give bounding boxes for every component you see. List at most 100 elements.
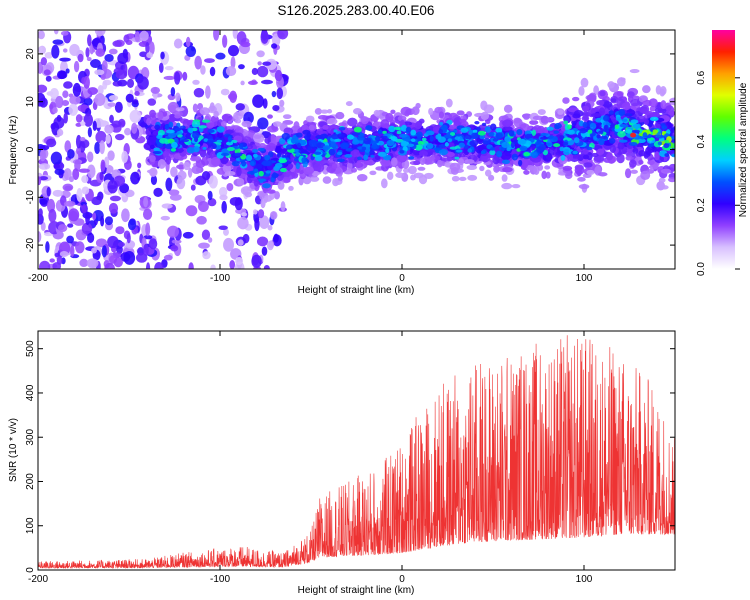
spectral-blob	[274, 69, 283, 82]
spectral-blob	[537, 109, 546, 115]
spectral-blob	[236, 178, 245, 186]
spectral-blob	[143, 235, 153, 240]
spectral-blob	[40, 57, 48, 66]
spectral-blob	[642, 132, 648, 138]
spectral-blob	[56, 114, 62, 122]
spectral-blob	[256, 236, 269, 247]
spectral-blob	[56, 256, 63, 265]
spectral-blob	[234, 118, 242, 124]
spectral-blob	[438, 128, 443, 134]
spectral-blob	[346, 134, 354, 140]
spectral-blob	[223, 228, 229, 236]
spectral-blob	[295, 152, 300, 157]
spectral-blob	[145, 222, 151, 237]
spectral-blob	[165, 177, 173, 192]
y-tick-label: 20	[25, 48, 36, 60]
spectral-blob	[464, 159, 475, 164]
spectral-blob	[72, 168, 80, 180]
spectral-blob	[62, 183, 74, 192]
spectral-blob	[523, 169, 530, 175]
spectral-blob	[124, 127, 132, 136]
spectral-blob	[67, 223, 74, 228]
spectral-blob	[577, 177, 586, 182]
spectral-blob	[620, 77, 626, 82]
colorbar-label: Normalized spectral amplitude	[738, 82, 749, 217]
spectral-blob	[234, 197, 243, 211]
spectral-blob	[642, 85, 651, 94]
spectral-blob	[579, 127, 587, 134]
spectral-blob	[408, 156, 415, 160]
spectral-blob	[86, 57, 92, 62]
spectral-blob	[410, 174, 416, 181]
spectral-blob	[38, 30, 45, 40]
snr-x-axis: -200 -100 0 100	[28, 331, 593, 585]
spectral-blob	[559, 146, 565, 152]
spectral-blob	[603, 115, 610, 122]
spectral-blob	[63, 112, 68, 124]
spectral-blob	[603, 124, 608, 131]
spectral-blob	[447, 151, 455, 158]
spectral-blob	[203, 138, 209, 142]
spectral-blob	[201, 119, 211, 123]
spectral-blob	[209, 142, 217, 150]
spectral-blob	[282, 114, 292, 120]
spectral-blob	[134, 91, 140, 96]
spectral-blob	[139, 30, 149, 42]
spectral-blob	[164, 123, 170, 130]
spectral-blob	[361, 146, 367, 151]
spectral-blob	[104, 262, 115, 269]
spectral-blob	[519, 145, 528, 151]
spectral-blob	[161, 203, 173, 209]
spectral-blob	[114, 101, 123, 113]
spectral-blob	[660, 185, 669, 190]
spectral-blob	[54, 252, 60, 258]
spectral-blob	[153, 187, 163, 198]
spectral-blob	[251, 254, 262, 268]
spectrogram-y-axis: 20 10 0 -10 -20	[25, 48, 675, 252]
spectral-blob	[108, 202, 119, 214]
spectral-blob	[242, 233, 250, 244]
spectral-blob	[227, 45, 240, 57]
spectral-blob	[449, 146, 458, 150]
spectral-blob	[294, 149, 299, 153]
spectral-blob	[208, 237, 213, 243]
spectral-blob	[589, 122, 597, 130]
spectral-blob	[407, 165, 417, 175]
spectral-blob	[396, 130, 402, 135]
spectral-blob	[117, 52, 129, 65]
spectral-blob	[395, 172, 405, 179]
spectral-blob	[168, 132, 177, 139]
spectral-blob	[267, 114, 273, 119]
spectral-blob	[271, 173, 279, 179]
x-tick-label: -200	[28, 273, 48, 284]
spectral-blob	[489, 147, 496, 151]
spectral-blob	[200, 65, 206, 75]
spectral-blob	[107, 235, 119, 249]
spectral-blob	[456, 110, 465, 116]
spectral-blob	[565, 172, 573, 180]
spectral-blob	[218, 225, 228, 230]
spectral-blob	[131, 122, 138, 134]
spectral-blob	[230, 56, 236, 69]
spectral-blob	[121, 150, 129, 164]
spectral-blob	[265, 58, 277, 71]
spectral-blob	[490, 123, 497, 131]
spectral-blob	[163, 254, 173, 261]
spectral-blob	[331, 163, 338, 170]
spectral-blob	[157, 111, 164, 121]
spectral-blob	[602, 101, 613, 108]
spectral-blob	[333, 129, 338, 133]
spectral-blob	[511, 153, 518, 161]
spectral-blob	[496, 150, 503, 158]
spectral-blob	[127, 219, 137, 231]
spectral-blob	[192, 124, 199, 128]
spectral-blob	[276, 87, 284, 100]
y-tick-label: 500	[25, 340, 36, 357]
spectral-blob	[115, 226, 125, 235]
spectral-blob	[241, 160, 247, 167]
spectral-blob	[273, 165, 280, 172]
spectral-blob	[48, 208, 57, 223]
spectral-blob	[492, 154, 500, 165]
spectral-blob	[390, 136, 398, 142]
spectral-blob	[511, 183, 521, 189]
